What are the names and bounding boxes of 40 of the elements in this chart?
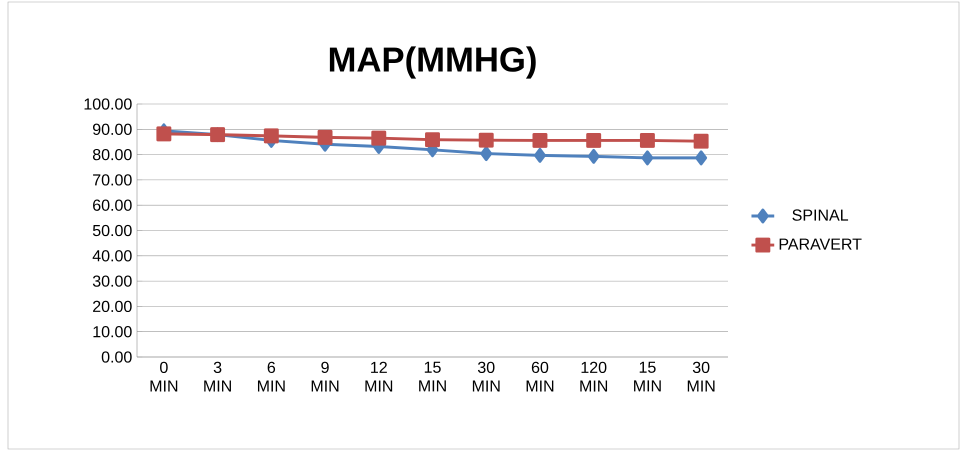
- x-tick-label: 30 MIN: [472, 362, 500, 392]
- point: [478, 132, 494, 148]
- legend-label: PARAVERT: [780, 238, 862, 250]
- y-tick-label: 100.00: [84, 98, 132, 110]
- y-tick-label: 10.00: [93, 326, 132, 338]
- point: [156, 126, 172, 142]
- y-tick-label: 80.00: [92, 148, 132, 160]
- x-tick-label: 30 MIN: [688, 362, 714, 392]
- y-tick-label: 60.00: [93, 200, 132, 211]
- point: [641, 150, 654, 166]
- point: [371, 130, 386, 146]
- point: [534, 148, 546, 163]
- point: [264, 128, 279, 144]
- x-tick-label: 15 MIN: [419, 362, 446, 392]
- point: [318, 130, 333, 145]
- point: [425, 132, 440, 148]
- y-tick-label: 50.00: [92, 224, 132, 236]
- x-tick-label: 6 MIN: [258, 362, 285, 392]
- x-tick-label: 60 MIN: [526, 362, 554, 392]
- y-tick-label: 30.00: [92, 275, 132, 287]
- x-tick-label: 12 MIN: [365, 362, 392, 392]
- x-tick-label: 15 MIN: [634, 362, 661, 392]
- y-tick-label: 90.00: [93, 124, 132, 135]
- x-tick-label: 0 MIN: [150, 362, 178, 392]
- x-tick-label: 9 MIN: [312, 362, 338, 392]
- point: [586, 132, 602, 148]
- point: [695, 150, 708, 166]
- y-tick-label: 0.00: [102, 351, 132, 363]
- x-tick-label: 120 MIN: [580, 362, 608, 392]
- y-tick-label: 40.00: [92, 250, 132, 262]
- point: [480, 146, 492, 162]
- point: [532, 132, 548, 148]
- chart-title: MAP(MMHG): [330, 46, 536, 79]
- y-tick-label: 20.00: [93, 300, 132, 312]
- point: [588, 148, 600, 164]
- x-tick-label: 3 MIN: [204, 362, 231, 392]
- legend-label: SPINAL: [792, 209, 848, 221]
- y-tick-label: 70.00: [93, 174, 132, 186]
- point: [640, 132, 655, 148]
- point: [694, 134, 709, 149]
